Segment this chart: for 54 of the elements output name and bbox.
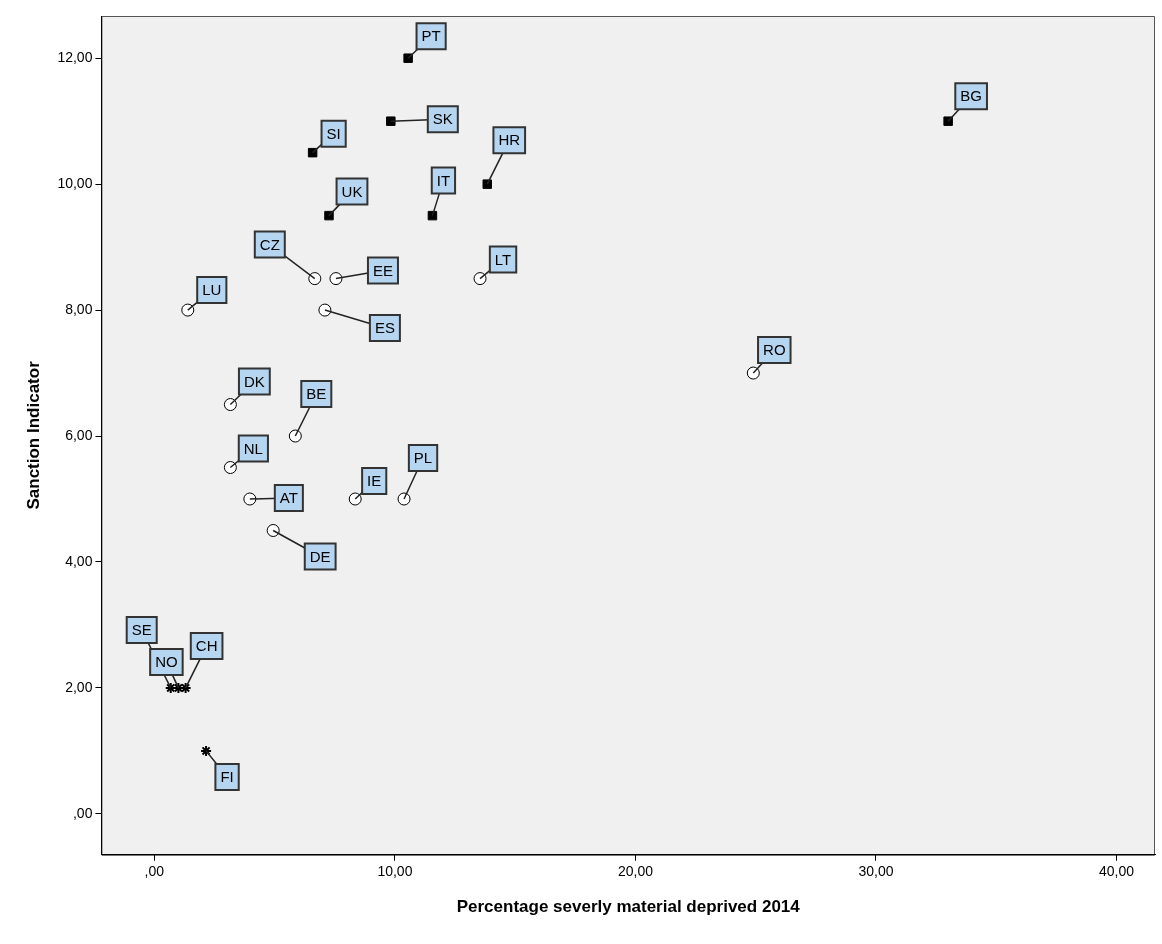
annotation: NO xyxy=(155,653,178,671)
annotation: PL xyxy=(413,449,433,467)
point xyxy=(318,303,332,317)
annotation: IE xyxy=(367,472,382,490)
point xyxy=(266,523,280,537)
annotation: RO xyxy=(763,341,786,359)
annotation: AT xyxy=(279,489,298,507)
annotation: EE xyxy=(372,261,393,279)
point xyxy=(288,429,302,443)
point xyxy=(223,461,237,475)
annotation: IT xyxy=(436,171,451,189)
x-tick-label: 40,00 xyxy=(1098,863,1135,880)
annotation: PT xyxy=(421,27,441,45)
point xyxy=(329,272,343,286)
x-tick-label: 20,00 xyxy=(617,863,654,880)
annotation: DK xyxy=(243,372,265,390)
annotation: SI xyxy=(326,124,341,142)
point xyxy=(308,272,322,286)
point xyxy=(348,492,362,506)
y-axis-title: Sanction Indicator xyxy=(23,360,43,510)
x-tick-label: ,00 xyxy=(144,863,165,880)
x-axis-title: Percentage severly material deprived 2014 xyxy=(456,897,801,917)
point xyxy=(397,492,411,506)
annotation: BG xyxy=(960,87,982,105)
annotation: DE xyxy=(309,547,331,565)
y-tick-label: 8,00 xyxy=(65,300,93,317)
annotation: UK xyxy=(341,182,363,200)
annotation: FI xyxy=(220,768,234,786)
annotation: ES xyxy=(374,319,395,337)
point xyxy=(746,366,760,380)
annotation: CH xyxy=(195,637,218,655)
point xyxy=(427,210,438,221)
annotation: CZ xyxy=(259,235,280,253)
annotation: LT xyxy=(494,250,512,268)
x-tick-label: 30,00 xyxy=(858,863,894,880)
point xyxy=(386,116,396,126)
point xyxy=(181,303,195,317)
point xyxy=(482,179,492,189)
y-tick-label: ,00 xyxy=(72,804,93,821)
point xyxy=(473,272,487,286)
x-tick-label: 10,00 xyxy=(377,863,413,880)
annotation: HR xyxy=(498,131,521,149)
annotation: LU xyxy=(202,281,222,299)
annotation: NL xyxy=(243,439,263,457)
y-tick-label: 4,00 xyxy=(65,552,93,569)
point xyxy=(223,398,237,412)
y-tick-label: 2,00 xyxy=(65,678,93,695)
point xyxy=(324,210,334,221)
annotation: BE xyxy=(306,385,327,403)
y-tick-label: 10,00 xyxy=(57,175,93,191)
annotation: SE xyxy=(131,621,152,639)
annotation: SK xyxy=(432,110,453,128)
y-tick-label: 12,00 xyxy=(57,49,93,66)
y-tick-label: 6,00 xyxy=(65,426,93,443)
